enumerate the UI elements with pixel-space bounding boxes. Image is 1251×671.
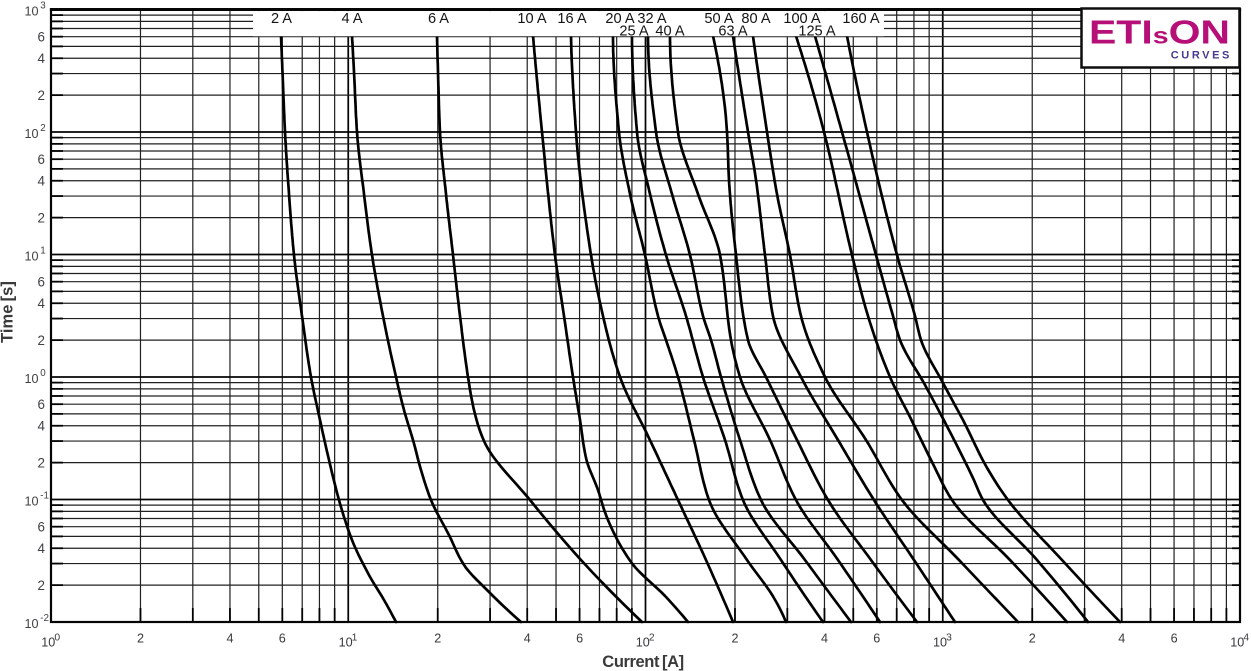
svg-text:10: 10 <box>24 372 38 386</box>
svg-text:2: 2 <box>434 631 441 645</box>
svg-text:10: 10 <box>339 635 353 649</box>
svg-text:4: 4 <box>38 419 46 434</box>
svg-text:6: 6 <box>279 631 286 645</box>
svg-text:4: 4 <box>524 631 531 645</box>
svg-text:25 A: 25 A <box>619 24 648 40</box>
svg-text:125 A: 125 A <box>798 24 836 40</box>
svg-text:2: 2 <box>137 631 144 645</box>
svg-text:40 A: 40 A <box>655 24 684 40</box>
svg-text:10: 10 <box>24 617 38 631</box>
svg-text:2: 2 <box>38 455 45 470</box>
svg-text:2: 2 <box>1029 631 1036 645</box>
svg-text:3: 3 <box>40 1 46 12</box>
svg-text:4: 4 <box>38 174 46 189</box>
svg-text:4 A: 4 A <box>341 11 362 27</box>
svg-text:10: 10 <box>24 5 38 19</box>
svg-text:6: 6 <box>38 30 45 45</box>
svg-text:0: 0 <box>54 632 60 643</box>
svg-text:4: 4 <box>38 296 46 311</box>
svg-text:6: 6 <box>38 275 45 290</box>
svg-text:6 A: 6 A <box>428 11 449 27</box>
svg-text:Time [s]: Time [s] <box>0 281 17 343</box>
svg-text:10: 10 <box>24 250 38 264</box>
svg-text:-2: -2 <box>40 613 49 624</box>
svg-text:10: 10 <box>41 635 55 649</box>
svg-text:2: 2 <box>38 88 45 103</box>
svg-text:-1: -1 <box>40 491 49 502</box>
svg-text:10: 10 <box>24 495 38 509</box>
svg-text:10: 10 <box>636 635 650 649</box>
svg-text:32 A: 32 A <box>637 11 666 27</box>
svg-text:CURVES: CURVES <box>1171 50 1232 62</box>
svg-text:10: 10 <box>1230 635 1244 649</box>
svg-text:63 A: 63 A <box>718 24 747 40</box>
svg-text:2: 2 <box>38 578 45 593</box>
svg-text:4: 4 <box>38 51 46 66</box>
svg-text:10: 10 <box>933 635 947 649</box>
svg-text:6: 6 <box>1171 631 1178 645</box>
svg-text:6: 6 <box>873 631 880 645</box>
svg-text:6: 6 <box>38 152 45 167</box>
svg-text:4: 4 <box>1243 632 1249 643</box>
svg-text:2: 2 <box>649 632 655 643</box>
svg-text:4: 4 <box>1118 631 1125 645</box>
svg-text:2: 2 <box>38 333 45 348</box>
svg-text:16 A: 16 A <box>557 11 586 27</box>
svg-text:0: 0 <box>40 368 46 379</box>
svg-text:3: 3 <box>946 632 952 643</box>
svg-text:4: 4 <box>38 541 46 556</box>
svg-text:1: 1 <box>352 632 358 643</box>
svg-text:Current [A]: Current [A] <box>602 653 683 671</box>
svg-text:160 A: 160 A <box>842 11 880 27</box>
svg-text:2: 2 <box>731 631 738 645</box>
svg-text:6: 6 <box>38 397 45 412</box>
svg-text:2: 2 <box>40 123 45 134</box>
svg-text:1: 1 <box>40 246 45 257</box>
svg-text:2 A: 2 A <box>271 11 292 27</box>
svg-text:2: 2 <box>38 210 45 225</box>
svg-text:10: 10 <box>24 127 38 141</box>
svg-text:4: 4 <box>821 631 828 645</box>
svg-text:10 A: 10 A <box>517 11 546 27</box>
svg-text:6: 6 <box>38 520 45 535</box>
svg-text:20 A: 20 A <box>605 11 634 27</box>
svg-text:4: 4 <box>226 631 233 645</box>
svg-text:80 A: 80 A <box>741 11 770 27</box>
svg-text:50 A: 50 A <box>704 11 733 27</box>
svg-text:100 A: 100 A <box>783 11 821 27</box>
svg-text:6: 6 <box>576 631 583 645</box>
